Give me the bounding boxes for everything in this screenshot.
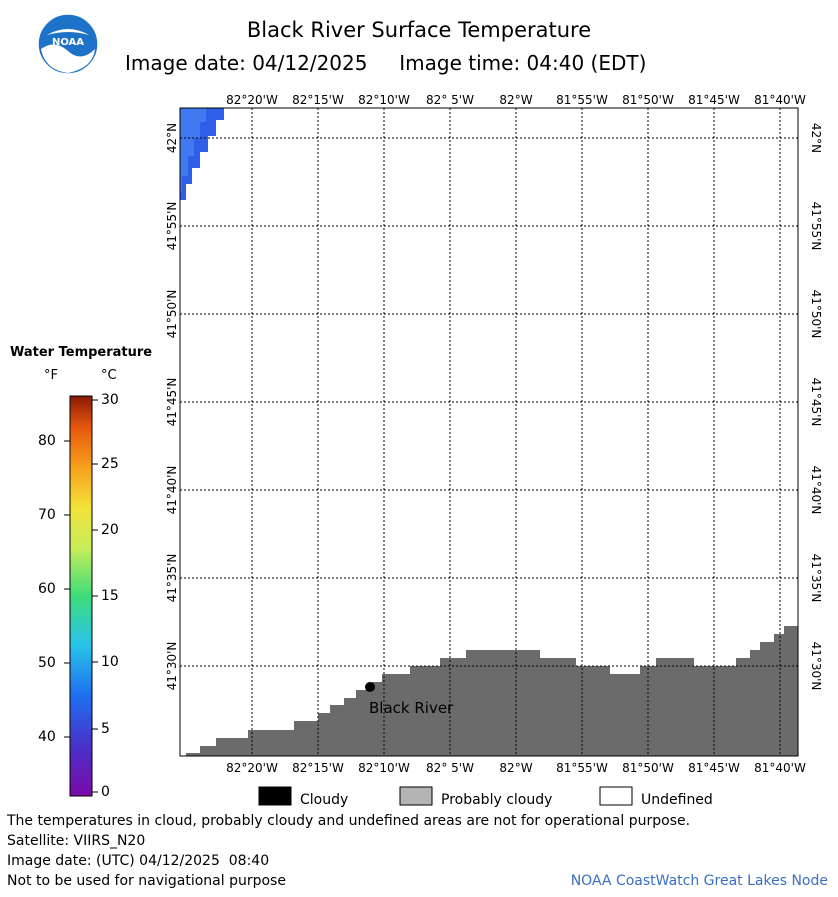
station-label: Black River <box>369 699 454 717</box>
logo-text: NOAA <box>52 37 84 48</box>
image-subtitle: Image date: 04/12/2025 Image time: 04:40… <box>125 51 646 75</box>
image-date: Image date: 04/12/2025 <box>125 51 368 75</box>
navigation-warning: Not to be used for navigational purpose <box>7 873 286 889</box>
utc-date: Image date: (UTC) 04/12/2025 08:40 <box>7 853 270 869</box>
lon-label: 82°W <box>499 761 532 775</box>
f-tick: 40 <box>38 729 56 745</box>
lat-label: 41°35'N <box>809 554 823 603</box>
lon-label: 81°55'W <box>556 761 608 775</box>
lon-label: 82°20'W <box>226 93 278 107</box>
lon-label: 81°45'W <box>688 93 740 107</box>
lon-label: 82°10'W <box>358 761 410 775</box>
lon-label: 81°40'W <box>754 761 806 775</box>
lat-label: 41°30'N <box>809 642 823 691</box>
lat-label: 41°40'N <box>165 466 179 515</box>
lat-label: 41°40'N <box>809 466 823 515</box>
lat-label: 41°50'N <box>165 290 179 339</box>
lon-label: 81°40'W <box>754 93 806 107</box>
lon-label: 82° 5'W <box>426 93 474 107</box>
undefined-swatch <box>599 786 633 806</box>
unit-celsius: °C <box>101 368 117 383</box>
lon-label: 81°55'W <box>556 93 608 107</box>
land-polygon <box>180 626 798 756</box>
cloudy-label: Cloudy <box>300 792 349 808</box>
f-tick: 60 <box>38 581 56 597</box>
c-tick: 30 <box>101 392 119 408</box>
c-tick: 5 <box>101 721 110 737</box>
operational-note: The temperatures in cloud, probably clou… <box>7 813 691 829</box>
probably-cloudy-swatch <box>399 786 433 806</box>
lat-label: 42°N <box>165 123 179 153</box>
lat-label: 41°45'N <box>809 378 823 427</box>
lon-label: 82°10'W <box>358 93 410 107</box>
lon-label: 81°50'W <box>622 93 674 107</box>
lat-label: 41°35'N <box>165 554 179 603</box>
lat-label: 41°50'N <box>809 290 823 339</box>
temperature-colorbar <box>69 395 93 797</box>
image-time: Image time: 04:40 (EDT) <box>399 51 647 75</box>
satellite-info: Satellite: VIIRS_N20 <box>7 833 146 849</box>
map-border <box>179 107 799 757</box>
page-title: Black River Surface Temperature <box>246 18 592 42</box>
lat-label: 41°45'N <box>165 378 179 427</box>
c-tick: 15 <box>101 588 119 604</box>
graticule <box>180 108 798 756</box>
unit-fahrenheit: °F <box>44 368 58 383</box>
credit-text: NOAA CoastWatch Great Lakes Node <box>570 873 828 889</box>
map-area <box>180 108 798 756</box>
lon-labels-top: 82°20'W 82°15'W 82°10'W 82° 5'W 82°W 81°… <box>226 93 806 107</box>
lon-labels-bottom: 82°20'W 82°15'W 82°10'W 82° 5'W 82°W 81°… <box>226 761 806 775</box>
lon-label: 81°50'W <box>622 761 674 775</box>
lat-labels-right: 42°N 41°55'N 41°50'N 41°45'N 41°40'N 41°… <box>809 123 823 691</box>
lat-label: 41°55'N <box>809 202 823 251</box>
noaa-logo: NOAA <box>37 13 99 75</box>
cloudy-swatch <box>258 786 292 806</box>
lon-label: 81°45'W <box>688 761 740 775</box>
f-tick: 50 <box>38 655 56 671</box>
lon-label: 82°20'W <box>226 761 278 775</box>
c-tick: 10 <box>101 654 119 670</box>
lat-label: 42°N <box>809 123 823 153</box>
lon-label: 82° 5'W <box>426 761 474 775</box>
lon-label: 82°W <box>499 93 532 107</box>
lat-labels-left: 42°N 41°55'N 41°50'N 41°45'N 41°40'N 41°… <box>165 123 179 691</box>
station-marker <box>365 682 375 692</box>
water-area-light <box>180 108 206 192</box>
c-tick: 25 <box>101 456 119 472</box>
lat-label: 41°30'N <box>165 642 179 691</box>
lat-label: 41°55'N <box>165 202 179 251</box>
f-tick: 70 <box>38 507 56 523</box>
lon-label: 82°15'W <box>292 761 344 775</box>
f-tick: 80 <box>38 433 56 449</box>
legend-title: Water Temperature <box>10 345 153 360</box>
lon-label: 82°15'W <box>292 93 344 107</box>
c-tick: 20 <box>101 522 119 538</box>
c-tick: 0 <box>101 784 110 800</box>
probably-cloudy-label: Probably cloudy <box>441 792 553 808</box>
undefined-label: Undefined <box>641 792 713 808</box>
colorbar-ticks <box>64 399 98 793</box>
